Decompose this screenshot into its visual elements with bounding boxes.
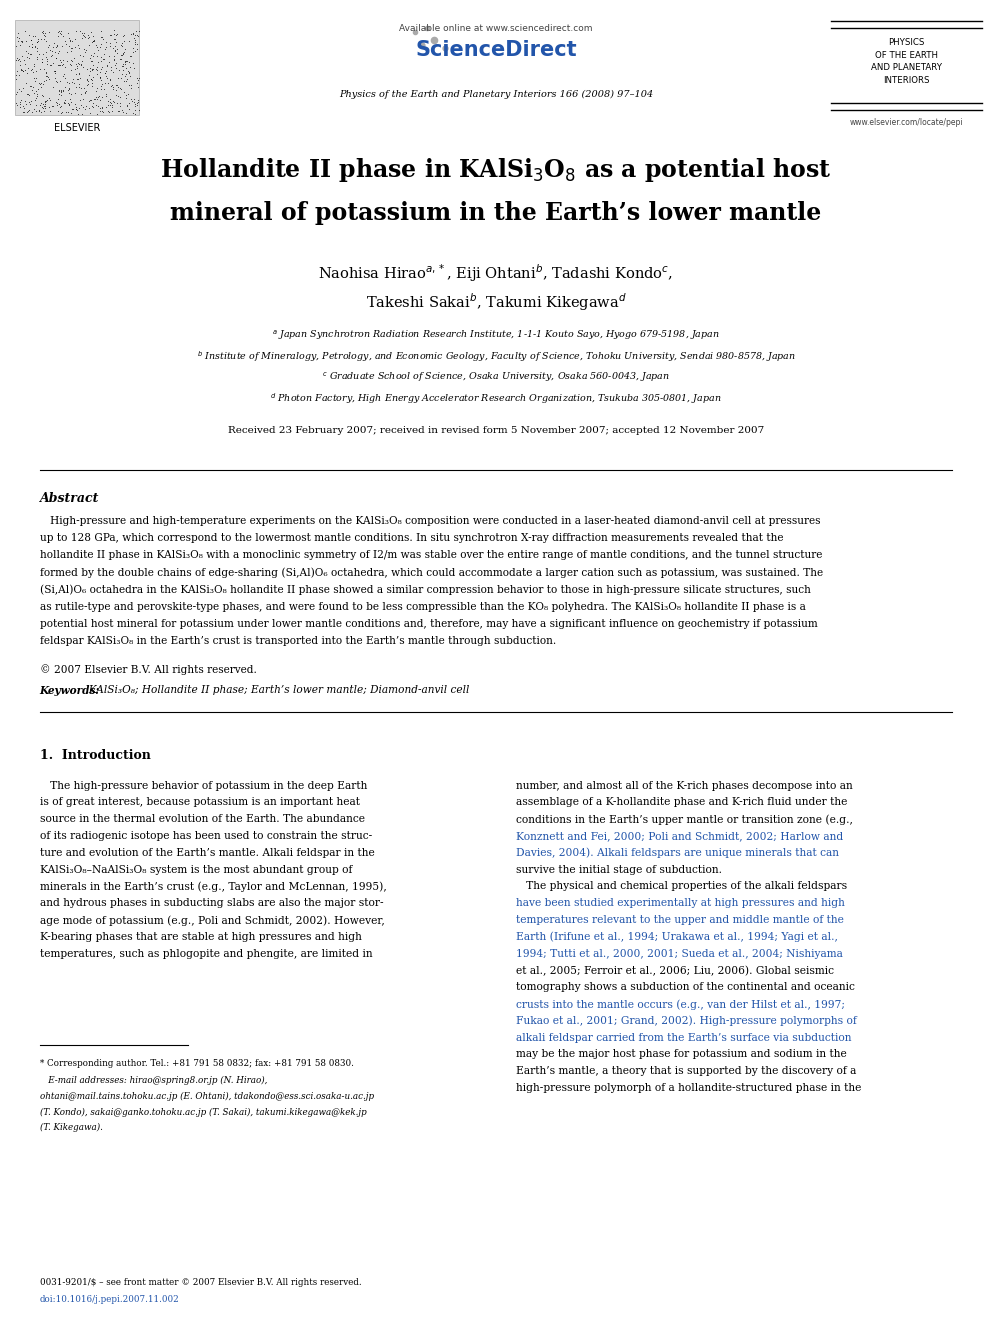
Text: PHYSICS
OF THE EARTH
AND PLANETARY
INTERIORS: PHYSICS OF THE EARTH AND PLANETARY INTER… [871, 38, 942, 85]
Text: © 2007 Elsevier B.V. All rights reserved.: © 2007 Elsevier B.V. All rights reserved… [40, 664, 257, 675]
Text: potential host mineral for potassium under lower mantle conditions and, therefor: potential host mineral for potassium und… [40, 619, 817, 630]
Text: Earth’s mantle, a theory that is supported by the discovery of a: Earth’s mantle, a theory that is support… [516, 1066, 856, 1076]
Text: 1.  Introduction: 1. Introduction [40, 749, 151, 762]
Text: K-bearing phases that are stable at high pressures and high: K-bearing phases that are stable at high… [40, 931, 361, 942]
Text: et al., 2005; Ferroir et al., 2006; Liu, 2006). Global seismic: et al., 2005; Ferroir et al., 2006; Liu,… [516, 966, 834, 976]
Text: (T. Kikegawa).: (T. Kikegawa). [40, 1123, 102, 1132]
Text: Abstract: Abstract [40, 492, 99, 505]
Text: and hydrous phases in subducting slabs are also the major stor-: and hydrous phases in subducting slabs a… [40, 898, 383, 908]
Text: survive the initial stage of subduction.: survive the initial stage of subduction. [516, 865, 722, 875]
Text: high-pressure polymorph of a hollandite-structured phase in the: high-pressure polymorph of a hollandite-… [516, 1084, 861, 1093]
Text: $^{c}$ Graduate School of Science, Osaka University, Osaka 560-0043, Japan: $^{c}$ Graduate School of Science, Osaka… [322, 370, 670, 385]
Text: The high-pressure behavior of potassium in the deep Earth: The high-pressure behavior of potassium … [40, 781, 367, 791]
Text: Takeshi Sakai$^{b}$, Takumi Kikegawa$^{d}$: Takeshi Sakai$^{b}$, Takumi Kikegawa$^{d… [366, 291, 626, 312]
Text: of its radiogenic isotope has been used to constrain the struc-: of its radiogenic isotope has been used … [40, 831, 372, 841]
Text: conditions in the Earth’s upper mantle or transition zone (e.g.,: conditions in the Earth’s upper mantle o… [516, 814, 853, 824]
Text: Davies, 2004). Alkali feldspars are unique minerals that can: Davies, 2004). Alkali feldspars are uniq… [516, 848, 839, 859]
Text: feldspar KAlSi₃O₈ in the Earth’s crust is transported into the Earth’s mantle th: feldspar KAlSi₃O₈ in the Earth’s crust i… [40, 636, 556, 647]
Text: $^{d}$ Photon Factory, High Energy Accelerator Research Organization, Tsukuba 30: $^{d}$ Photon Factory, High Energy Accel… [270, 392, 722, 406]
Text: 1994; Tutti et al., 2000, 2001; Sueda et al., 2004; Nishiyama: 1994; Tutti et al., 2000, 2001; Sueda et… [516, 949, 843, 959]
Text: Received 23 February 2007; received in revised form 5 November 2007; accepted 12: Received 23 February 2007; received in r… [228, 426, 764, 435]
Text: temperatures relevant to the upper and middle mantle of the: temperatures relevant to the upper and m… [516, 916, 844, 925]
Text: Hollandite II phase in KAlSi$_3$O$_8$ as a potential host: Hollandite II phase in KAlSi$_3$O$_8$ as… [161, 156, 831, 184]
Text: alkali feldspar carried from the Earth’s surface via subduction: alkali feldspar carried from the Earth’s… [516, 1033, 851, 1043]
Text: (Si,Al)O₆ octahedra in the KAlSi₃O₈ hollandite II phase showed a similar compres: (Si,Al)O₆ octahedra in the KAlSi₃O₈ holl… [40, 585, 810, 595]
Text: 0031-9201/$ – see front matter © 2007 Elsevier B.V. All rights reserved.: 0031-9201/$ – see front matter © 2007 El… [40, 1278, 361, 1287]
Text: * Corresponding author. Tel.: +81 791 58 0832; fax: +81 791 58 0830.: * Corresponding author. Tel.: +81 791 58… [40, 1058, 353, 1068]
Text: crusts into the mantle occurs (e.g., van der Hilst et al., 1997;: crusts into the mantle occurs (e.g., van… [516, 999, 845, 1009]
Text: Available online at www.sciencedirect.com: Available online at www.sciencedirect.co… [399, 24, 593, 33]
Text: ScienceDirect: ScienceDirect [416, 40, 576, 60]
Text: minerals in the Earth’s crust (e.g., Taylor and McLennan, 1995),: minerals in the Earth’s crust (e.g., Tay… [40, 881, 387, 892]
Text: mineral of potassium in the Earth’s lower mantle: mineral of potassium in the Earth’s lowe… [171, 201, 821, 225]
Text: ELSEVIER: ELSEVIER [54, 123, 100, 134]
Text: have been studied experimentally at high pressures and high: have been studied experimentally at high… [516, 898, 845, 908]
Text: Physics of the Earth and Planetary Interiors 166 (2008) 97–104: Physics of the Earth and Planetary Inter… [339, 90, 653, 99]
Text: Fukao et al., 2001; Grand, 2002). High-pressure polymorphs of: Fukao et al., 2001; Grand, 2002). High-p… [516, 1016, 856, 1027]
Text: KAlSi₃O₈; Hollandite II phase; Earth’s lower mantle; Diamond-anvil cell: KAlSi₃O₈; Hollandite II phase; Earth’s l… [82, 685, 469, 696]
Text: is of great interest, because potassium is an important heat: is of great interest, because potassium … [40, 798, 360, 807]
Text: age mode of potassium (e.g., Poli and Schmidt, 2002). However,: age mode of potassium (e.g., Poli and Sc… [40, 916, 385, 926]
Text: as rutile-type and perovskite-type phases, and were found to be less compressibl: as rutile-type and perovskite-type phase… [40, 602, 806, 613]
Text: formed by the double chains of edge-sharing (Si,Al)O₆ octahedra, which could acc: formed by the double chains of edge-shar… [40, 568, 822, 578]
Text: KAlSi₃O₈–NaAlSi₃O₈ system is the most abundant group of: KAlSi₃O₈–NaAlSi₃O₈ system is the most ab… [40, 865, 352, 875]
Text: ture and evolution of the Earth’s mantle. Alkali feldspar in the: ture and evolution of the Earth’s mantle… [40, 848, 374, 857]
Bar [15, 20, 139, 115]
Text: Earth (Irifune et al., 1994; Urakawa et al., 1994; Yagi et al.,: Earth (Irifune et al., 1994; Urakawa et … [516, 931, 837, 942]
Text: temperatures, such as phlogopite and phengite, are limited in: temperatures, such as phlogopite and phe… [40, 949, 372, 959]
Text: hollandite II phase in KAlSi₃O₈ with a monoclinic symmetry of I2/m was stable ov: hollandite II phase in KAlSi₃O₈ with a m… [40, 550, 822, 561]
Text: number, and almost all of the K-rich phases decompose into an: number, and almost all of the K-rich pha… [516, 781, 852, 791]
Text: $^{a}$ Japan Synchrotron Radiation Research Institute, 1-1-1 Kouto Sayo, Hyogo 6: $^{a}$ Japan Synchrotron Radiation Resea… [272, 328, 720, 343]
Text: (T. Kondo), sakai@ganko.tohoku.ac.jp (T. Sakai), takumi.kikegawa@kek.jp: (T. Kondo), sakai@ganko.tohoku.ac.jp (T.… [40, 1107, 366, 1117]
Text: Naohisa Hirao$^{a,*}$, Eiji Ohtani$^{b}$, Tadashi Kondo$^{c}$,: Naohisa Hirao$^{a,*}$, Eiji Ohtani$^{b}$… [318, 262, 674, 283]
Text: E-mail addresses: hirao@spring8.or.jp (N. Hirao),: E-mail addresses: hirao@spring8.or.jp (N… [40, 1076, 267, 1085]
Text: $^{b}$ Institute of Mineralogy, Petrology, and Economic Geology, Faculty of Scie: $^{b}$ Institute of Mineralogy, Petrolog… [196, 349, 796, 364]
Text: www.elsevier.com/locate/pepi: www.elsevier.com/locate/pepi [850, 118, 963, 127]
Text: may be the major host phase for potassium and sodium in the: may be the major host phase for potassiu… [516, 1049, 846, 1060]
Text: tomography shows a subduction of the continental and oceanic: tomography shows a subduction of the con… [516, 982, 855, 992]
Text: High-pressure and high-temperature experiments on the KAlSi₃O₈ composition were : High-pressure and high-temperature exper… [40, 516, 820, 527]
Text: doi:10.1016/j.pepi.2007.11.002: doi:10.1016/j.pepi.2007.11.002 [40, 1295, 180, 1304]
Text: The physical and chemical properties of the alkali feldspars: The physical and chemical properties of … [516, 881, 847, 892]
Text: assemblage of a K-hollandite phase and K-rich fluid under the: assemblage of a K-hollandite phase and K… [516, 798, 847, 807]
Text: Keywords:: Keywords: [40, 685, 100, 696]
Text: up to 128 GPa, which correspond to the lowermost mantle conditions. In situ sync: up to 128 GPa, which correspond to the l… [40, 533, 783, 544]
Text: ohtani@mail.tains.tohoku.ac.jp (E. Ohtani), tdakondo@ess.sci.osaka-u.ac.jp: ohtani@mail.tains.tohoku.ac.jp (E. Ohtan… [40, 1091, 374, 1101]
Text: Konznett and Fei, 2000; Poli and Schmidt, 2002; Harlow and: Konznett and Fei, 2000; Poli and Schmidt… [516, 831, 843, 841]
Text: source in the thermal evolution of the Earth. The abundance: source in the thermal evolution of the E… [40, 814, 365, 824]
